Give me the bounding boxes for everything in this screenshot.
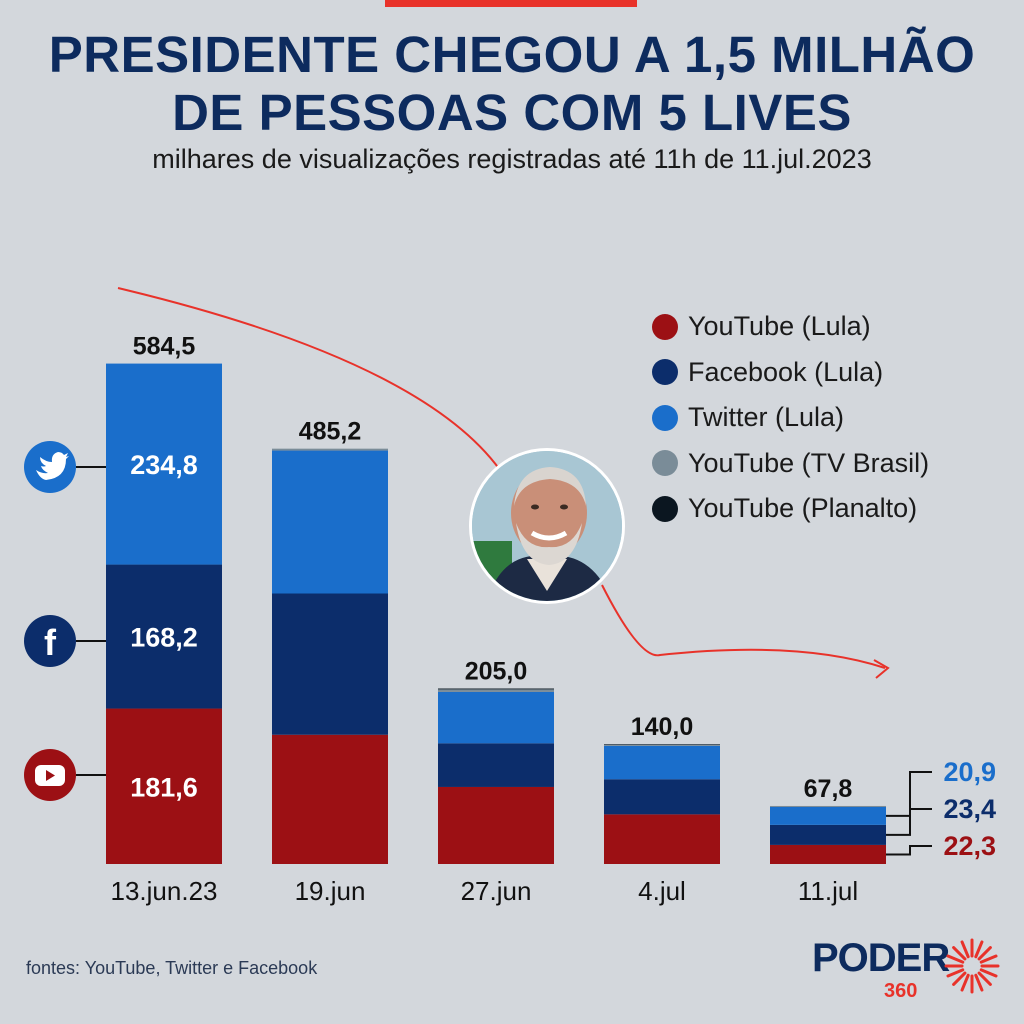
legend-label: YouTube (Lula) — [688, 311, 871, 342]
legend: YouTube (Lula) Facebook (Lula) Twitter (Lu… — [652, 304, 929, 532]
total-label-1: 485,2 — [299, 418, 362, 446]
legend-label: Twitter (Lula) — [688, 402, 845, 433]
chart-subtitle: milhares de visualizações registradas at… — [152, 144, 872, 174]
facebook-f-glyph: f — [44, 622, 57, 663]
legend-swatch — [652, 359, 678, 386]
sun-ray — [977, 971, 992, 986]
sun-ray — [979, 954, 998, 964]
bar-segment-1-3 — [272, 448, 388, 451]
x-tick-label-4: 11.jul — [798, 876, 858, 906]
bar-segment-0-0 — [106, 708, 222, 864]
total-label-2: 205,0 — [465, 658, 528, 686]
sun-ray — [952, 946, 967, 961]
bar-segment-0-1 — [106, 564, 222, 709]
segment-label-2: 181,6 — [130, 772, 198, 802]
top-accent-bar — [385, 0, 637, 7]
sun-ray — [952, 971, 967, 986]
trend-arrow-upper — [117, 287, 501, 471]
bar-segment-2-2 — [438, 691, 554, 744]
segment-label-1: 168,2 — [130, 623, 198, 653]
x-tick-label-0: 13.jun.23 — [111, 876, 218, 906]
sun-ray — [977, 946, 992, 961]
chart-title: PRESIDENTE CHEGOU A 1,5 MILHÃO DE PESSOA… — [0, 26, 1024, 142]
legend-swatch — [652, 404, 678, 431]
title-line-2: DE PESSOAS COM 5 LIVES — [172, 84, 852, 141]
sun-ray — [946, 954, 965, 964]
total-label-3: 140,0 — [631, 713, 694, 741]
bar-segment-1-1 — [272, 593, 388, 735]
youtube-play-glyph — [46, 770, 55, 781]
bar-segment-1-2 — [272, 450, 388, 594]
legend-item-0: YouTube (Lula) — [652, 304, 929, 350]
bar-segment-2-4 — [438, 688, 554, 690]
x-tick-label-3: 4.jul — [638, 876, 686, 906]
person-portrait-icon — [472, 451, 622, 601]
legend-item-3: YouTube (TV Brasil) — [652, 441, 929, 487]
sun-ray — [974, 940, 984, 959]
total-label-0: 584,5 — [133, 333, 196, 361]
x-tick-label-1: 19.jun — [295, 876, 366, 906]
legend-item-1: Facebook (Lula) — [652, 350, 929, 396]
side-label-0: 20,9 — [943, 757, 996, 787]
logo-word: PODER — [812, 936, 950, 980]
logo-number: 360 — [884, 980, 918, 1002]
trend-arrow-lower — [601, 584, 886, 669]
legend-swatch — [652, 450, 678, 477]
poder360-logo: PODER 360 — [812, 936, 1002, 1006]
legend-label: YouTube (TV Brasil) — [688, 447, 930, 478]
leader-line-0 — [886, 771, 932, 817]
segment-label-0: 234,8 — [130, 450, 198, 480]
leader-line-1 — [886, 808, 932, 836]
x-tick-label-2: 27.jun — [461, 876, 532, 906]
title-line-1: PRESIDENTE CHEGOU A 1,5 MILHÃO — [48, 26, 976, 83]
sun-ray — [946, 968, 965, 978]
bar-segment-3-2 — [604, 745, 720, 780]
bar-segment-1-0 — [272, 734, 388, 864]
president-photo — [469, 448, 625, 604]
twitter-bird-glyph — [36, 452, 69, 480]
arrow-head-icon — [873, 659, 890, 679]
legend-swatch — [652, 313, 678, 340]
legend-label: YouTube (Planalto) — [688, 493, 918, 524]
bar-segment-3-4 — [604, 744, 720, 745]
bar-segment-2-3 — [438, 689, 554, 692]
bar-segment-0-2 — [106, 363, 222, 565]
bar-segment-3-1 — [604, 779, 720, 815]
side-label-2: 22,3 — [943, 831, 996, 861]
bar-segment-4-1 — [770, 824, 886, 845]
legend-label: Facebook (Lula) — [688, 356, 884, 387]
source-note: fontes: YouTube, Twitter e Facebook — [26, 958, 318, 978]
bar-segment-3-3 — [604, 744, 720, 746]
leader-line-2 — [886, 845, 932, 856]
bar-segment-3-0 — [604, 814, 720, 864]
legend-item-4: YouTube (Planalto) — [652, 486, 929, 532]
sun-ray — [960, 940, 970, 959]
legend-item-2: Twitter (Lula) — [652, 395, 929, 441]
bar-segment-4-2 — [770, 806, 886, 825]
sun-ray — [979, 968, 998, 978]
bar-segment-4-0 — [770, 844, 886, 864]
bar-segment-2-1 — [438, 743, 554, 787]
sun-ray — [960, 973, 970, 992]
sun-ray — [974, 973, 984, 992]
legend-swatch — [652, 495, 678, 522]
side-label-1: 23,4 — [943, 794, 996, 824]
sun-icon — [944, 938, 1000, 994]
facebook-icon — [24, 615, 76, 667]
bar-segment-2-0 — [438, 786, 554, 864]
total-label-4: 67,8 — [804, 775, 853, 803]
bar-segment-4-3 — [770, 805, 886, 807]
